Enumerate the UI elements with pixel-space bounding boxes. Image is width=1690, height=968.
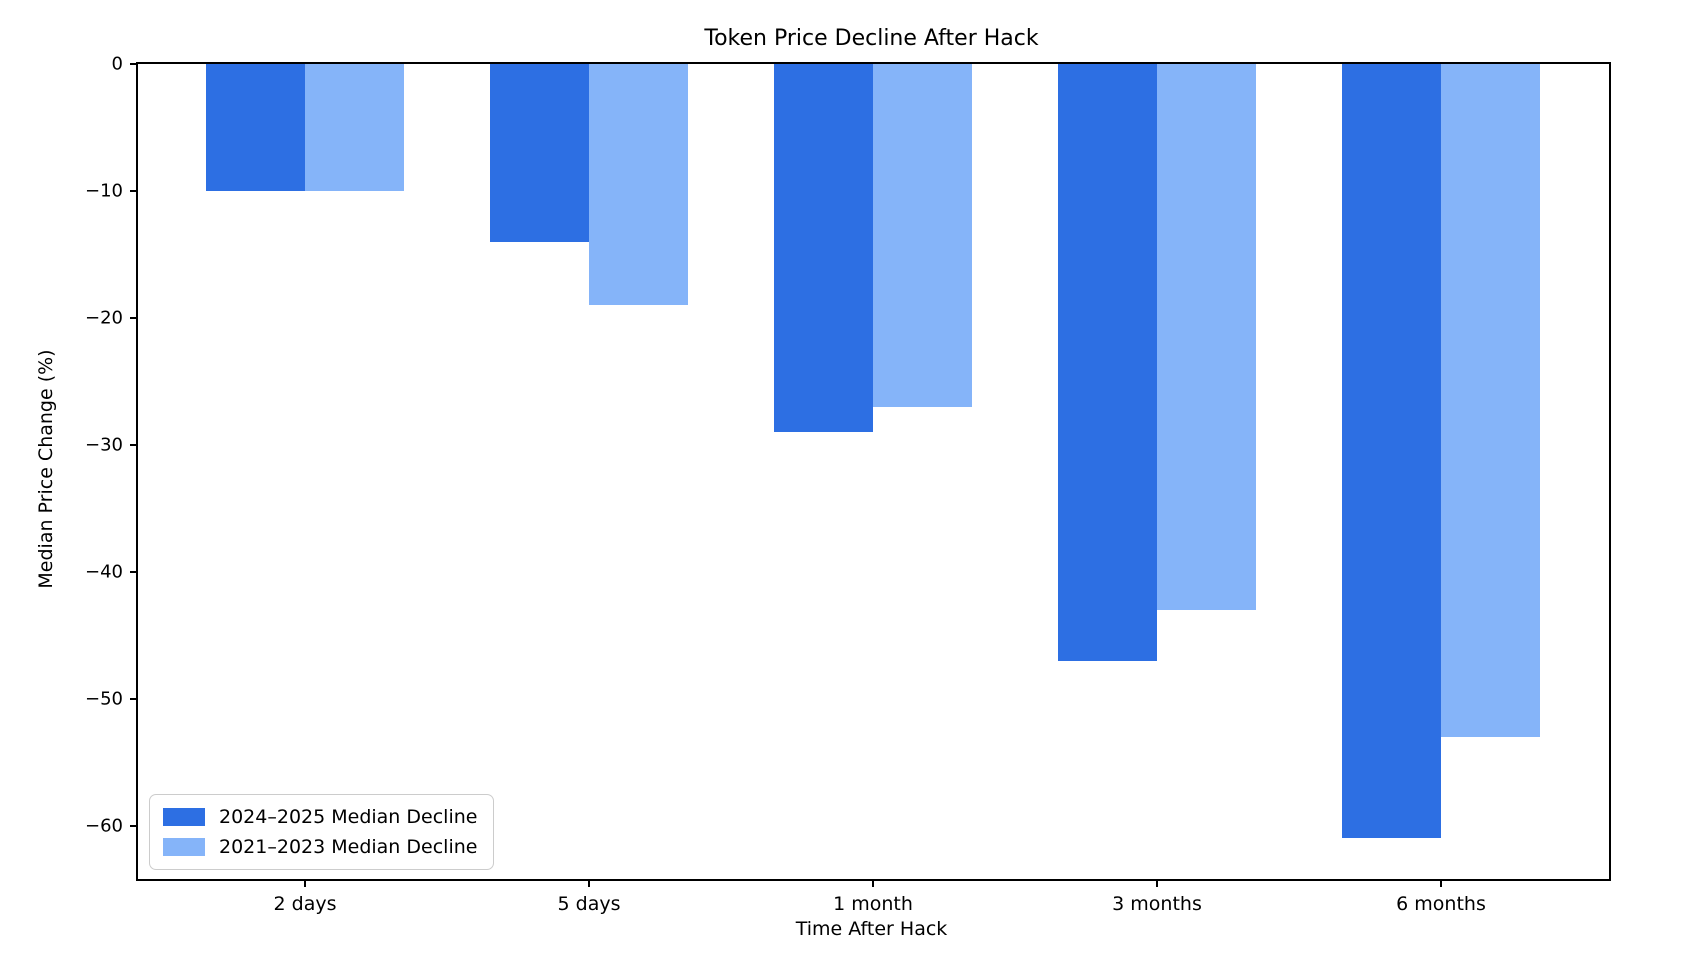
- bar-series1-5-days: [490, 64, 589, 242]
- legend-label: 2024–2025 Median Decline: [219, 806, 478, 828]
- y-tick-label: −20: [85, 307, 123, 329]
- x-tick-mark: [872, 879, 874, 887]
- bar-series2-3-months: [1157, 64, 1256, 610]
- legend-entry: 2024–2025 Median Decline: [163, 806, 477, 828]
- x-tick-label-3-months: 3 months: [1112, 893, 1202, 915]
- y-tick-label: −50: [85, 688, 123, 710]
- x-tick-label-5-days: 5 days: [557, 893, 621, 915]
- x-tick-label-1-month: 1 month: [833, 893, 913, 915]
- y-tick-mark: [130, 697, 138, 700]
- y-tick-label: −30: [85, 434, 123, 456]
- plot-area: 0 −10 −20 −30 −40 −50 −60 2 days 5 days 1 month 3…: [85, 54, 1611, 915]
- y-tick-mark: [130, 570, 138, 573]
- chart-title: Token Price Decline After Hack: [704, 26, 1039, 51]
- bar-series1-3-months: [1058, 64, 1157, 661]
- bar-series1-6-months: [1342, 64, 1441, 839]
- y-tick-label: 0: [111, 53, 123, 75]
- x-tick-mark: [1156, 879, 1158, 887]
- y-tick-mark: [130, 63, 138, 65]
- x-tick-mark: [1440, 879, 1442, 887]
- y-tick-mark: [130, 824, 138, 827]
- bar-series1-1-month: [774, 64, 873, 433]
- bar-series2-6-months: [1441, 64, 1540, 737]
- y-tick-mark: [130, 443, 138, 446]
- x-tick-label-6-months: 6 months: [1396, 893, 1486, 915]
- bar-series2-1-month: [873, 64, 972, 407]
- x-axis-label: Time After Hack: [795, 918, 948, 940]
- y-tick-mark: [130, 316, 138, 319]
- y-tick-label: −60: [85, 815, 123, 837]
- legend: 2024–2025 Median Decline 2021–2023 Median…: [149, 794, 495, 870]
- legend-entry: 2021–2023 Median Decline: [163, 836, 477, 858]
- y-tick-mark: [130, 189, 138, 192]
- bar-series2-2-days: [305, 64, 404, 191]
- bar-series1-2-days: [206, 64, 305, 191]
- y-tick-label: −10: [85, 180, 123, 202]
- x-tick-label-2-days: 2 days: [273, 893, 337, 915]
- y-tick-label: −40: [85, 561, 123, 583]
- legend-label: 2021–2023 Median Decline: [219, 836, 478, 858]
- x-tick-mark: [588, 879, 590, 887]
- x-tick-mark: [304, 879, 306, 887]
- y-axis-label: Median Price Change (%): [35, 349, 57, 589]
- legend-swatch-icon: [163, 808, 205, 826]
- bar-series2-5-days: [589, 64, 688, 306]
- legend-swatch-icon: [163, 838, 205, 856]
